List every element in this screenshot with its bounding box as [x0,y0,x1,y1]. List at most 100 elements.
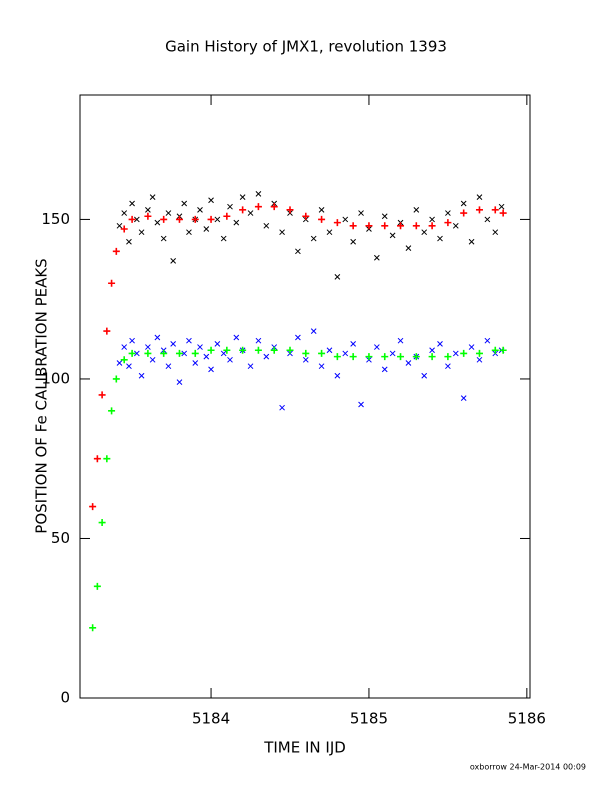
data-point [89,503,97,511]
data-point [334,372,341,379]
data-point [397,222,405,230]
data-point [192,360,199,366]
data-point [460,395,467,401]
data-point [98,519,106,527]
data-point [181,200,188,207]
data-point [460,200,467,207]
data-point [389,350,396,357]
data-point [133,216,140,223]
data-point [318,215,326,223]
data-point [108,279,116,287]
data-point [302,212,310,220]
data-point [333,219,341,227]
data-point [270,203,278,211]
data-point [121,210,128,216]
data-point [223,346,231,354]
data-point [389,232,396,239]
data-point [144,349,152,357]
data-point [295,334,301,341]
data-point [154,219,161,226]
data-point [129,337,135,344]
data-point [350,238,357,245]
data-point [144,212,152,220]
data-point [207,346,215,354]
data-point [197,344,203,350]
data-point [326,347,333,354]
footer: oxborrow 24-Mar-2014 00:09 [470,763,586,772]
data-point [318,363,325,370]
data-point [227,356,233,363]
data-point [247,210,254,216]
data-point [421,229,428,236]
data-point [318,207,325,213]
data-point [429,216,435,223]
data-point [421,372,428,379]
data-point [126,363,132,370]
data-point [437,341,443,347]
data-point [342,350,349,357]
data-point [255,191,262,197]
data-point [444,219,452,227]
data-point [138,229,145,236]
data-point [373,254,380,261]
data-point [138,372,145,379]
data-point [207,215,215,223]
data-point [499,209,507,217]
data-point [128,215,136,223]
data-point [326,229,333,236]
data-point [302,356,309,363]
data-point [191,349,199,357]
data-point [220,235,227,242]
data-point [365,222,373,230]
data-point [381,366,388,373]
data-point [263,222,270,229]
data-point [112,247,120,255]
data-point [263,353,270,360]
data-point [255,337,262,344]
data-point [279,229,285,236]
data-point [476,194,483,200]
data-point [498,203,505,210]
data-point [214,341,221,347]
data-point [475,349,483,357]
data-point [270,346,278,354]
data-point [254,203,262,211]
data-point [239,206,247,214]
data-point [203,353,210,360]
data-point [437,235,443,242]
data-point [93,582,101,590]
data-point [120,356,128,364]
data-point [468,344,475,350]
data-point [181,350,188,357]
data-point [429,347,435,354]
y-tick-label: 50 [51,529,70,547]
data-point [208,197,214,204]
y-tick-label: 150 [41,210,70,228]
data-point [149,356,156,363]
data-point [405,360,412,366]
data-point [197,207,203,213]
data-point [108,407,116,415]
data-point [247,363,254,370]
data-point [381,353,389,361]
data-point [412,353,420,361]
data-point [412,222,420,230]
data-point [444,353,452,361]
data-point [149,194,156,200]
data-point [365,353,373,361]
data-point [160,235,167,242]
data-point [154,334,161,341]
x-tick-label: 5186 [508,710,546,728]
data-point [175,349,183,357]
data-point [397,353,405,361]
data-point [428,353,436,361]
data-point [129,200,135,207]
data-point [492,229,499,236]
data-point [227,203,233,210]
data-point [452,350,459,357]
data-point [126,238,132,245]
data-point [186,337,192,344]
data-point [286,206,294,214]
data-point [208,366,214,373]
data-point [342,216,349,223]
